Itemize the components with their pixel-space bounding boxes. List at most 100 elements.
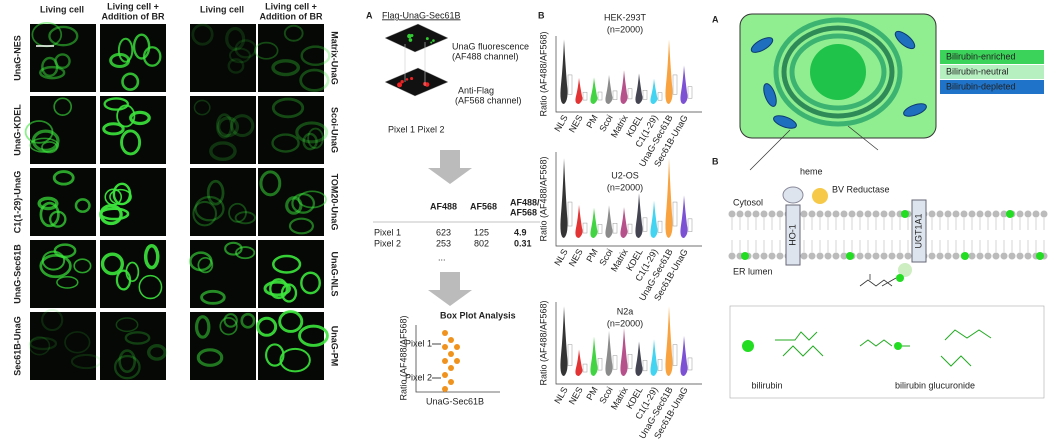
lipid-head	[976, 210, 984, 218]
lipid-head	[936, 210, 944, 218]
axis-label: Ratio (AF488/AF568)	[538, 156, 548, 241]
pixel-dot	[448, 379, 454, 385]
cell-signal	[99, 207, 130, 221]
cell-signal	[256, 316, 278, 337]
cell-signal	[120, 129, 142, 156]
table-cell: Pixel 2	[374, 238, 401, 248]
mitochondrion	[903, 103, 927, 117]
signal-dot	[410, 76, 414, 81]
plot-title: N2a	[617, 306, 634, 316]
protein-label: HO-1	[787, 224, 797, 246]
compartment-label: ER lumen	[733, 266, 773, 276]
cell-signal	[235, 246, 256, 260]
violin	[575, 349, 583, 376]
table-cell: ...	[438, 252, 446, 262]
column-header: Living cell	[200, 4, 244, 14]
lipid-head	[832, 210, 840, 218]
box	[627, 223, 633, 234]
lipid-head	[944, 252, 952, 260]
cell-signal	[53, 97, 73, 116]
bilirubin-dot	[894, 342, 902, 350]
signal-dot	[408, 38, 413, 42]
row-label: UnaG-NLS	[330, 252, 340, 297]
compartment-label: Cytosol	[733, 197, 763, 207]
lipid-head	[808, 252, 816, 260]
structure	[775, 331, 824, 357]
micrograph	[30, 24, 96, 92]
box	[642, 90, 648, 100]
cell-signal	[28, 336, 51, 356]
row-label: UnaG-Sec61B	[12, 244, 22, 304]
bilirubin-dot	[742, 340, 754, 352]
lipid-head	[776, 252, 784, 260]
label: heme	[800, 166, 823, 176]
box	[582, 91, 588, 101]
label: BV Reductase	[832, 184, 890, 194]
er-ring	[781, 25, 895, 119]
pixel-dot	[442, 386, 448, 392]
plot-axes	[555, 302, 702, 385]
pixel-dot	[448, 351, 454, 357]
lipid-head	[864, 210, 872, 218]
box	[672, 344, 678, 366]
violin	[680, 335, 688, 376]
lipid-head	[952, 252, 960, 260]
cell-signal	[113, 354, 141, 380]
lipid-head	[1008, 252, 1016, 260]
caption: Pixel 1 Pixel 2	[388, 124, 445, 134]
lipid-head	[1024, 210, 1032, 218]
violin	[560, 306, 568, 376]
column-header: Living cell	[40, 4, 84, 14]
cell-signal	[146, 343, 167, 361]
cell-signal	[271, 133, 300, 153]
box	[642, 360, 648, 372]
pixel-dot	[454, 344, 460, 350]
signal-dot	[407, 33, 412, 39]
violin	[620, 207, 628, 238]
legend-swatch	[940, 50, 1044, 64]
cell-signal	[39, 201, 60, 228]
box	[687, 86, 693, 99]
cell-signal	[115, 269, 132, 291]
pixel-dot	[454, 358, 460, 364]
lipid-head	[992, 252, 1000, 260]
cell-signal	[265, 343, 285, 367]
cell-signal	[209, 141, 237, 162]
box-axes	[415, 325, 500, 393]
cell-signal	[104, 188, 123, 206]
lipid-head	[888, 210, 896, 218]
channel-image	[384, 23, 449, 53]
cell-signal	[196, 348, 224, 367]
cell-signal	[240, 312, 256, 329]
bilirubin-dot	[896, 274, 904, 282]
violin	[635, 341, 643, 376]
lipid-head	[776, 210, 784, 218]
cell-signal	[29, 336, 58, 351]
cell-signal	[197, 256, 214, 274]
lipid-head	[872, 252, 880, 260]
row-label: TOM20-UnaG	[330, 174, 340, 231]
violin	[680, 65, 688, 104]
cell-signal	[283, 24, 304, 42]
cell-signal	[302, 132, 318, 151]
signal-dot	[405, 78, 409, 81]
box	[657, 220, 663, 233]
lipid-head	[736, 210, 744, 218]
lipid-head	[1000, 252, 1008, 260]
legend-label: Bilirubin-neutral	[946, 66, 1009, 76]
table-header: AF568	[470, 201, 497, 211]
lipid-head	[840, 252, 848, 260]
box	[657, 359, 663, 371]
row-label: Matrix-UnaG	[330, 31, 340, 85]
panel-label: A	[366, 10, 373, 20]
plot-axes	[555, 152, 702, 247]
cell-signal	[118, 349, 137, 374]
micrograph	[190, 24, 256, 92]
mitochondrion	[750, 37, 774, 53]
violin	[575, 204, 583, 238]
violin	[665, 158, 673, 238]
row-label: UnaG-NES	[12, 35, 22, 81]
er-ring	[773, 17, 903, 127]
lipid-head	[800, 210, 808, 218]
